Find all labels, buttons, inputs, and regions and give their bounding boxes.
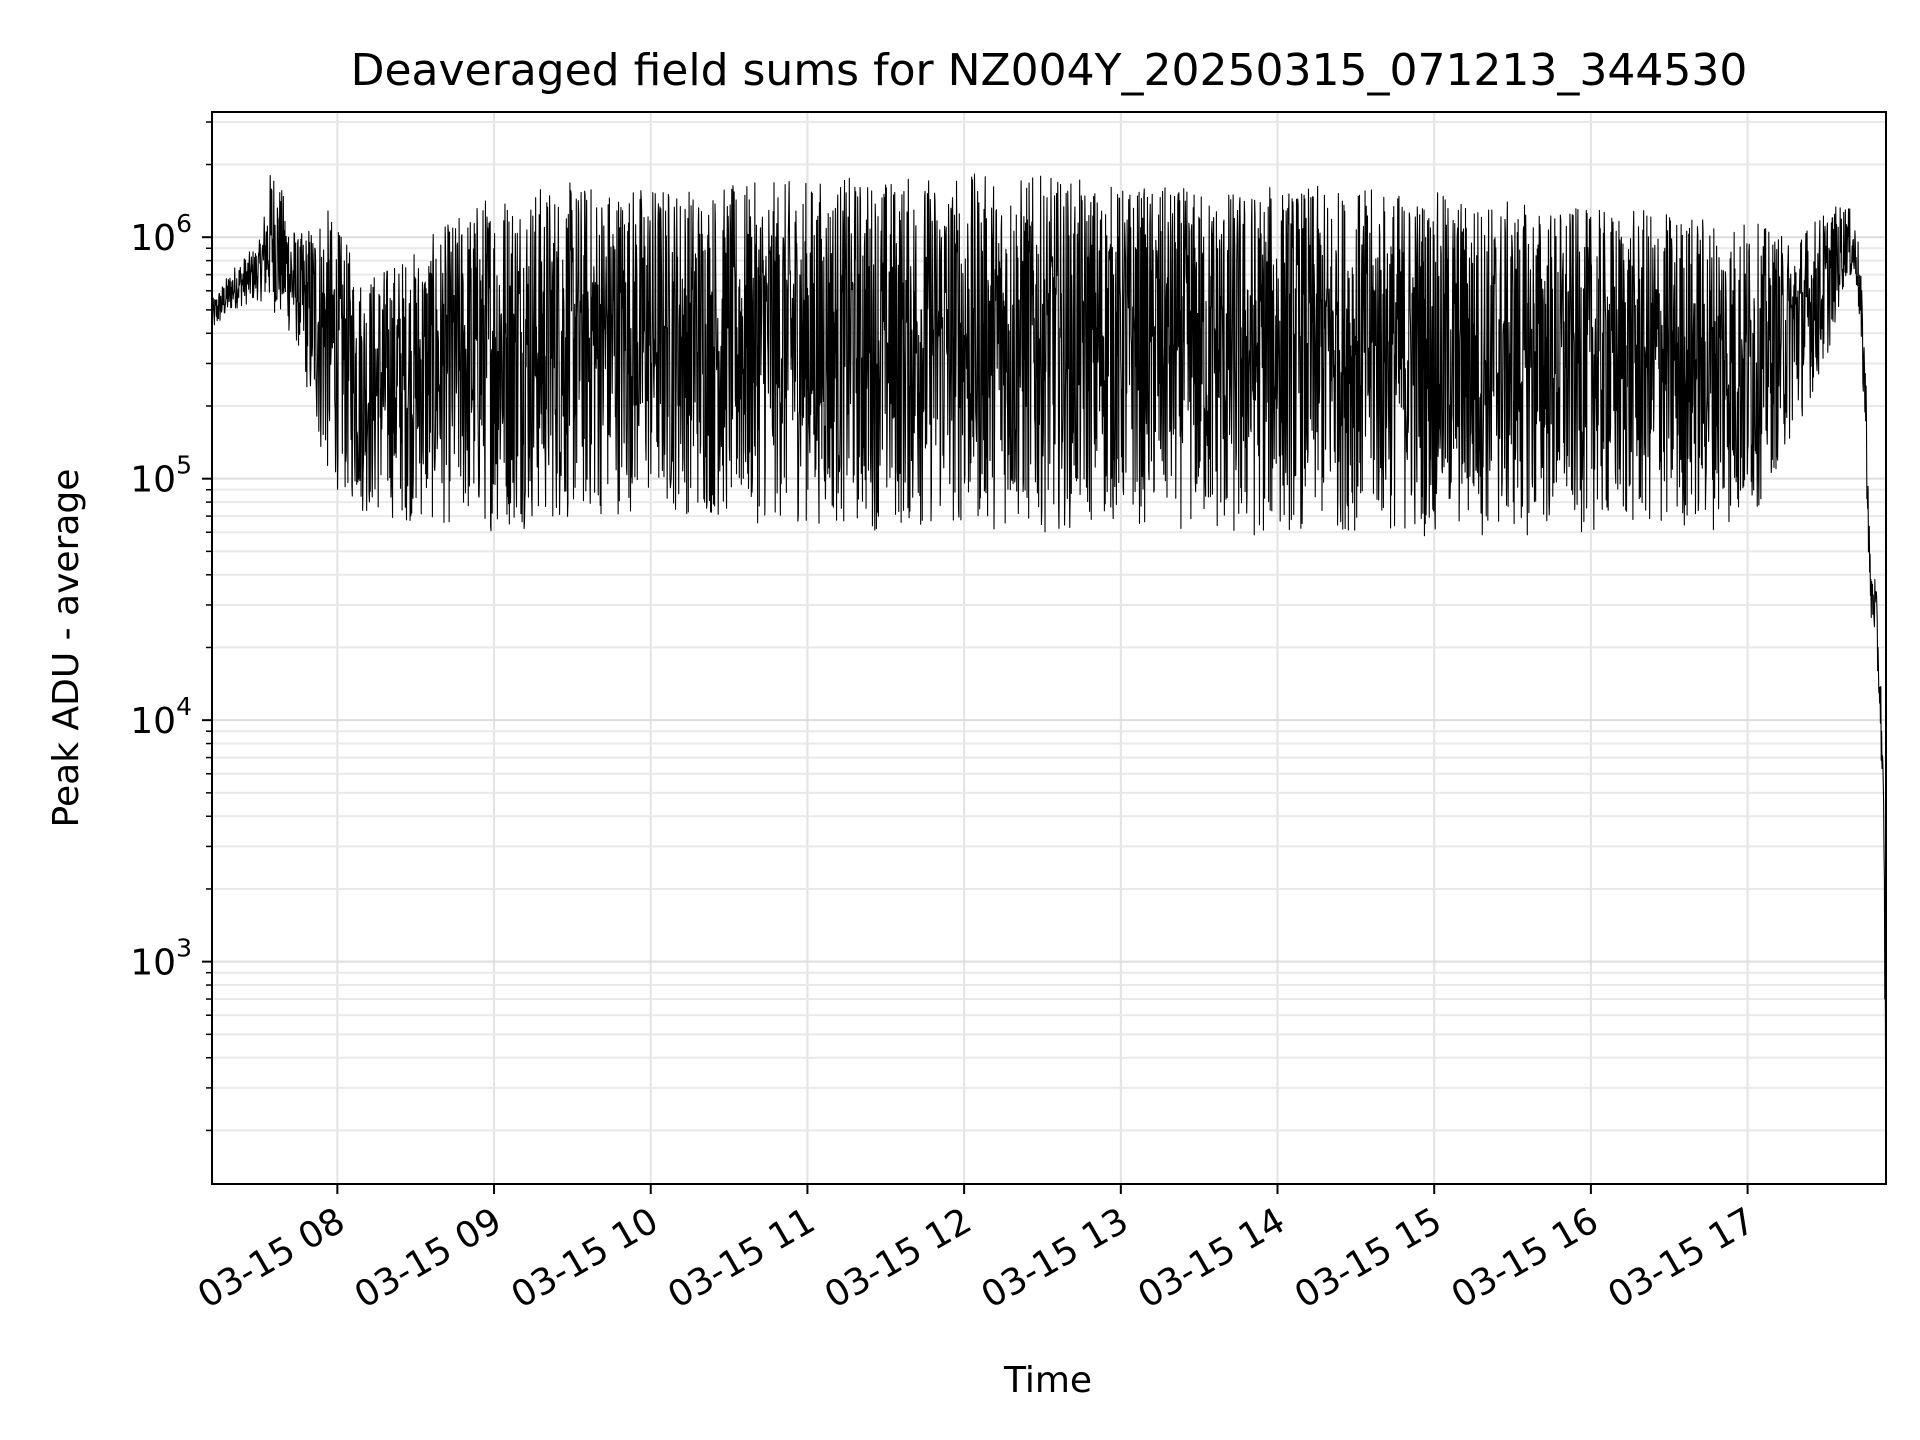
series-line bbox=[212, 173, 1886, 1086]
y-tick-label: 105 bbox=[130, 451, 192, 501]
y-axis-label: Peak ADU - average bbox=[46, 469, 87, 828]
y-axis: 103 104 105 106 bbox=[130, 121, 212, 1132]
y-tick-label: 103 bbox=[130, 934, 192, 984]
series-layer bbox=[212, 173, 1886, 1086]
x-axis-label: Time bbox=[1003, 1360, 1092, 1401]
chart-title: Deaveraged field sums for NZ004Y_2025031… bbox=[351, 45, 1748, 96]
plot-area bbox=[212, 173, 1886, 1086]
y-tick-label: 104 bbox=[130, 692, 192, 742]
y-tick-label: 106 bbox=[130, 209, 192, 259]
